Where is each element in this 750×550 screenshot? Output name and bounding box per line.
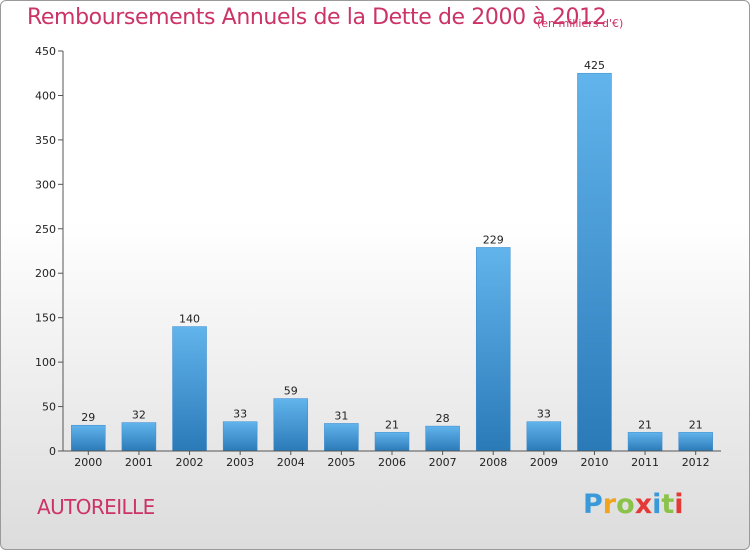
x-tick-label: 2002	[176, 456, 204, 469]
bar-value-label: 140	[179, 313, 200, 326]
x-tick-label: 2007	[429, 456, 457, 469]
bar-2009	[526, 421, 562, 452]
logo-letter: P	[583, 489, 603, 520]
x-tick-label: 2012	[682, 456, 710, 469]
bar-2003	[222, 421, 258, 452]
bar-value-label: 21	[638, 418, 652, 431]
x-tick-label: 2001	[125, 456, 153, 469]
x-tick-label: 2006	[378, 456, 406, 469]
logo-letter: t	[661, 489, 675, 520]
bar-value-label: 28	[436, 412, 450, 425]
chart-unit: (en milliers d'€)	[537, 17, 624, 30]
bar-2005	[324, 423, 359, 452]
x-tick-label: 2011	[631, 456, 659, 469]
bar-value-label: 21	[385, 418, 399, 431]
bar-2010	[577, 72, 612, 452]
y-tick-label: 200	[35, 267, 56, 280]
y-tick-label: 250	[35, 223, 56, 236]
bar-2012	[678, 432, 713, 452]
x-tick-label: 2003	[226, 456, 254, 469]
chart-title: Remboursements Annuels de la Dette de 20…	[27, 5, 607, 30]
bar-value-label: 33	[233, 408, 247, 421]
bar-2004	[273, 398, 309, 452]
bar-2000	[71, 424, 106, 452]
bar-value-label: 229	[483, 233, 504, 246]
bar-value-label: 21	[689, 418, 703, 431]
bar-2007	[425, 425, 460, 452]
x-tick-label: 2009	[530, 456, 558, 469]
y-tick-label: 150	[35, 312, 56, 325]
bar-value-label: 59	[284, 385, 298, 398]
x-tick-label: 2005	[327, 456, 355, 469]
logo-letter: i	[652, 489, 662, 520]
y-tick-label: 400	[35, 89, 56, 102]
bar-value-label: 29	[81, 411, 95, 424]
y-tick-label: 450	[35, 45, 56, 58]
logo-letter: r	[602, 489, 617, 520]
y-tick-label: 100	[35, 356, 56, 369]
bar-2011	[627, 432, 663, 452]
y-tick-label: 0	[49, 445, 56, 458]
bar-2008	[475, 247, 511, 452]
y-tick-label: 300	[35, 178, 56, 191]
y-tick-label: 50	[42, 401, 56, 414]
bar-value-label: 32	[132, 409, 146, 422]
bar-2002	[172, 326, 207, 452]
x-tick-label: 2008	[479, 456, 507, 469]
logo-letter: x	[634, 489, 653, 520]
x-tick-label: 2000	[74, 456, 102, 469]
proxiti-logo: Proxiti	[583, 489, 684, 520]
y-tick-label: 350	[35, 134, 56, 147]
bar-value-label: 31	[334, 409, 348, 422]
commune-name: AUTOREILLE	[37, 495, 155, 519]
logo-letter: i	[674, 489, 684, 520]
x-tick-label: 2004	[277, 456, 305, 469]
logo-letter: o	[616, 489, 635, 520]
bar-2001	[121, 422, 157, 452]
bar-value-label: 33	[537, 408, 551, 421]
bar-2006	[374, 432, 410, 452]
bar-value-label: 425	[584, 59, 605, 72]
x-tick-label: 2010	[580, 456, 608, 469]
